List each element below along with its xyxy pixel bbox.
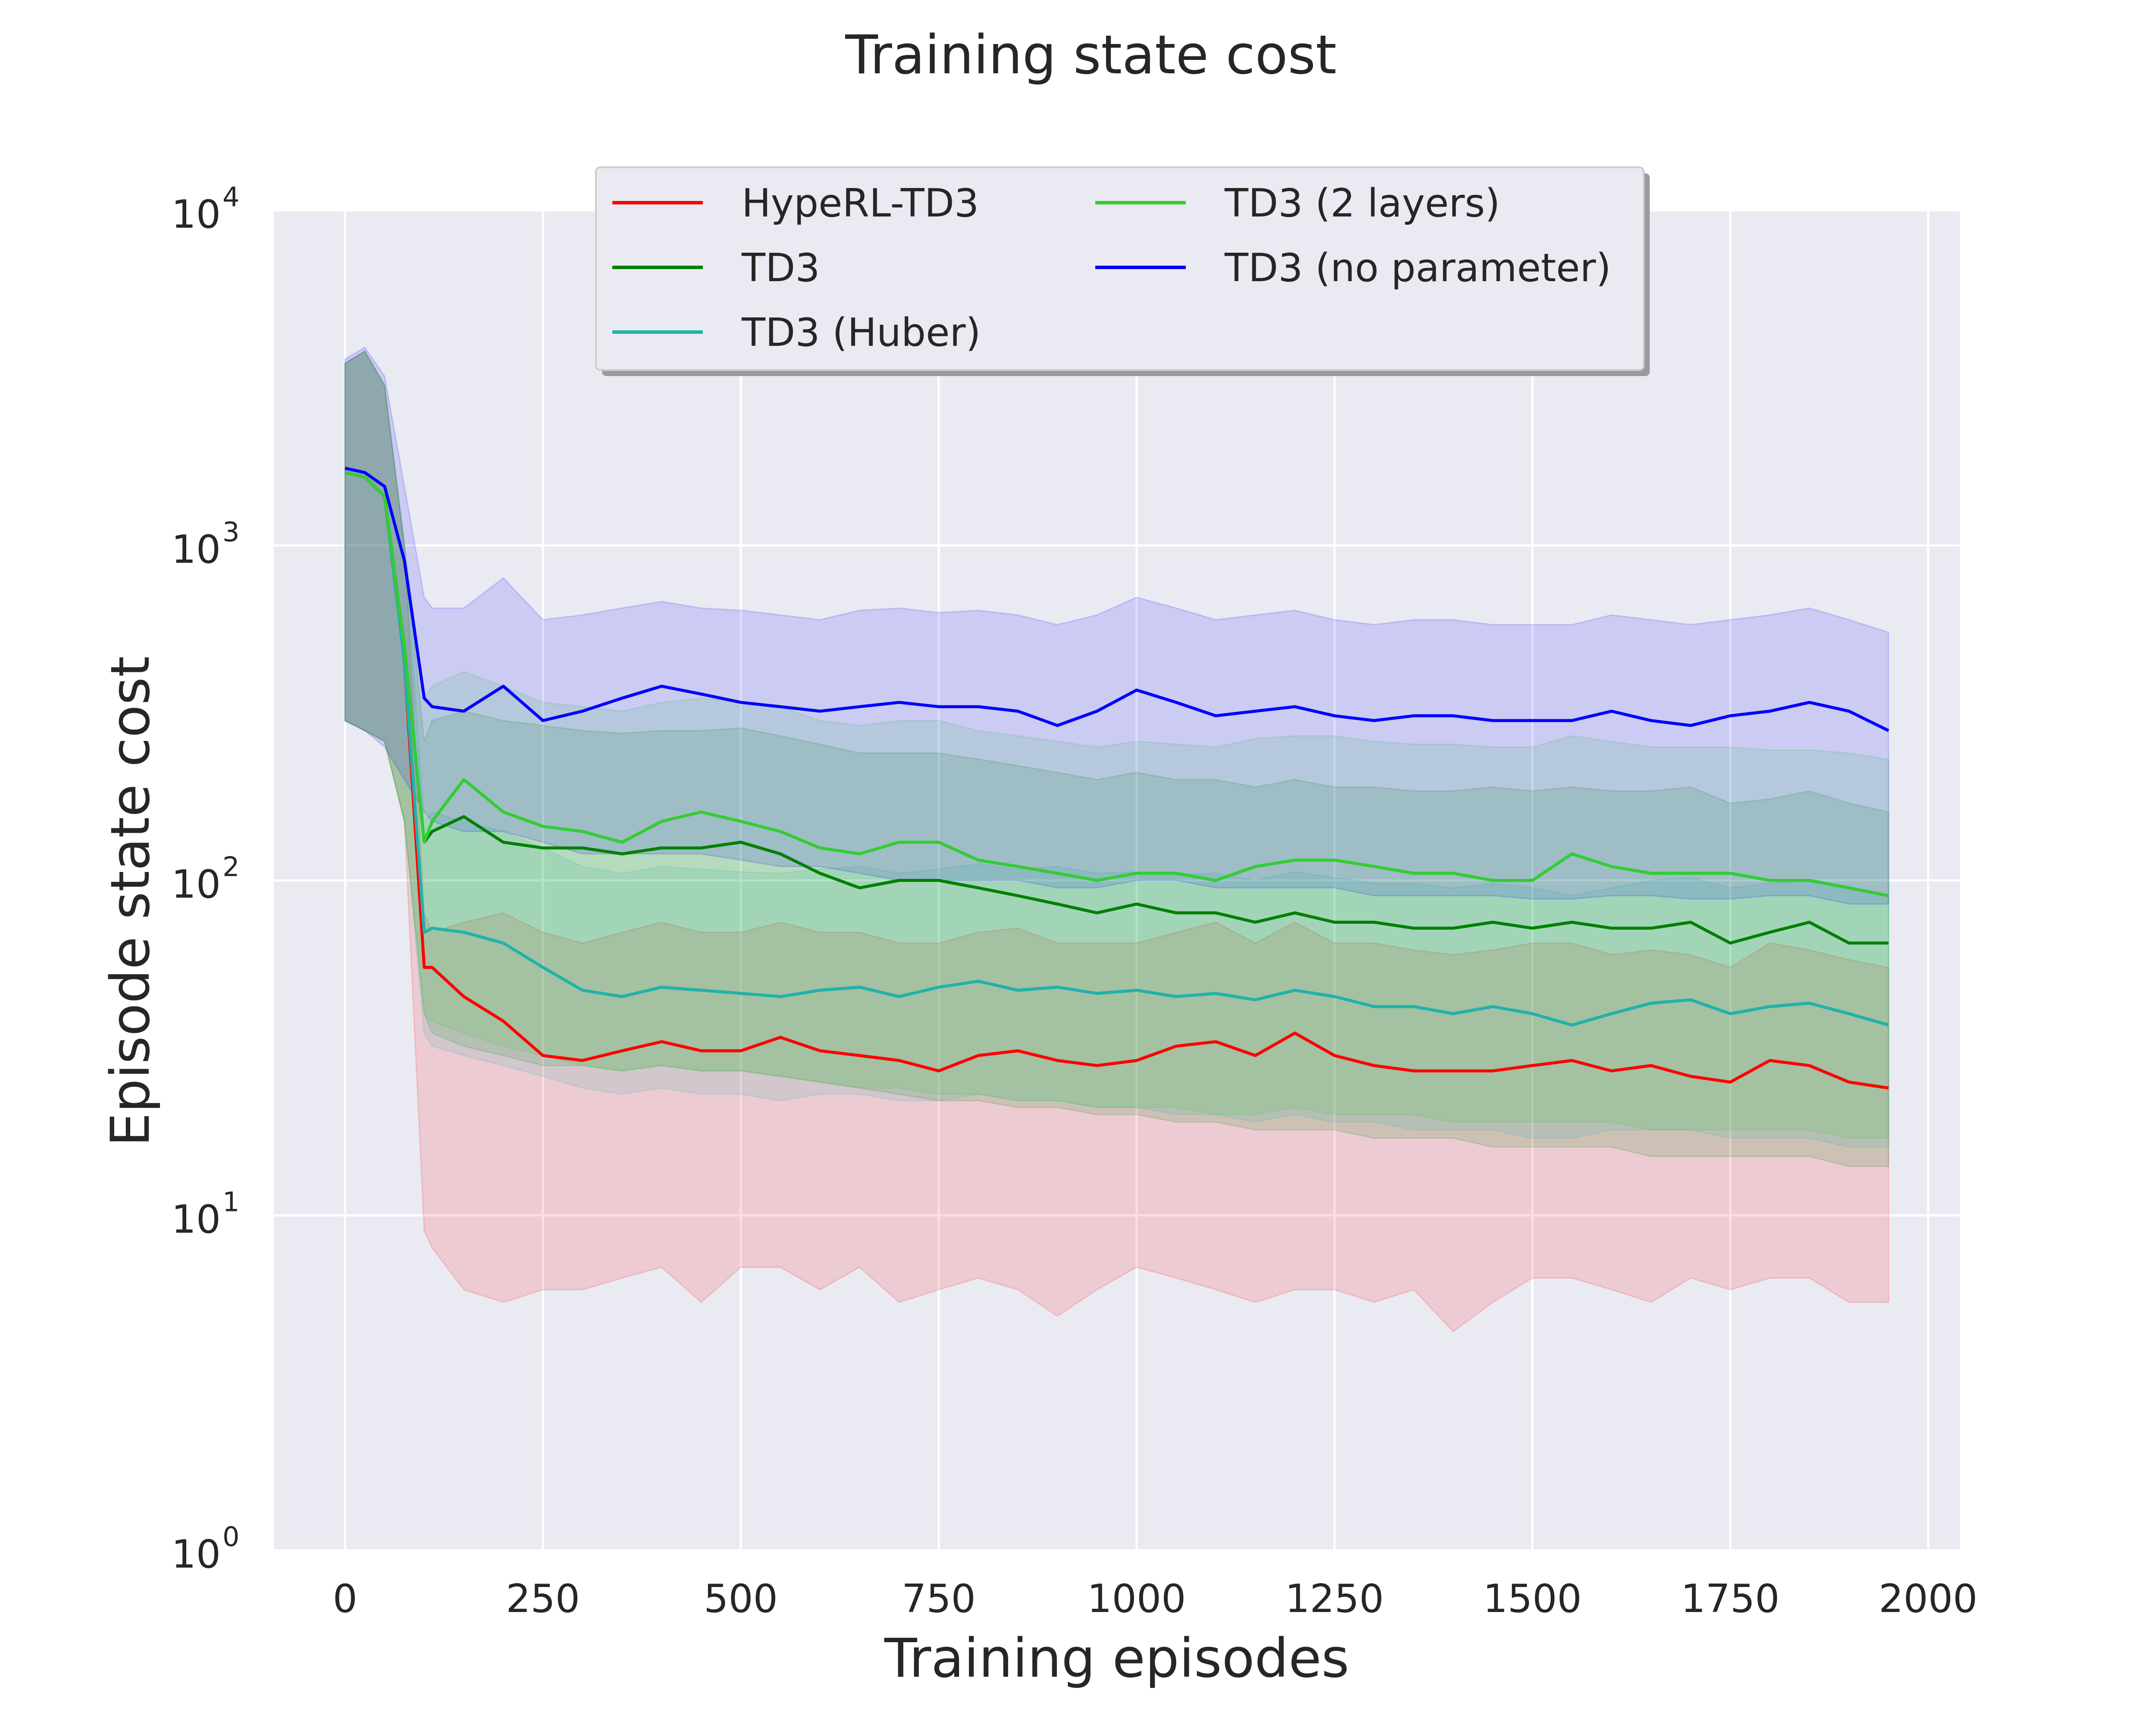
y-tick-label: 10 [171, 192, 221, 237]
series-line [345, 471, 1889, 945]
legend-label: TD3 [741, 245, 820, 291]
confidence-band [344, 350, 1890, 1333]
series-line [345, 471, 1889, 897]
y-tick-exponent: 0 [222, 1521, 239, 1552]
y-tick-label: 10 [171, 527, 221, 572]
x-tick-label: 0 [333, 1576, 357, 1622]
x-tick-label: 750 [902, 1576, 976, 1622]
y-tick-label: 10 [171, 1532, 221, 1577]
x-tick-label: 1750 [1681, 1576, 1780, 1622]
legend-label: TD3 (no parameter) [1224, 245, 1611, 291]
y-tick-exponent: 3 [222, 516, 239, 548]
x-tick-label: 1500 [1483, 1576, 1582, 1622]
y-tick-exponent: 2 [222, 851, 239, 883]
x-tick-label: 1250 [1285, 1576, 1384, 1622]
chart-title: Training state cost [845, 24, 1337, 86]
confidence-band [344, 350, 1890, 1148]
y-tick-exponent: 4 [222, 181, 239, 213]
x-axis-label: Training episodes [884, 1628, 1349, 1690]
series-line [345, 467, 1890, 732]
x-tick-label: 250 [506, 1576, 580, 1622]
legend-label: HypeRL-TD3 [742, 181, 979, 226]
confidence-band [344, 350, 1890, 1167]
series-line [345, 471, 1889, 1027]
y-tick-label: 10 [171, 1197, 221, 1242]
confidence-bands [344, 346, 1890, 1333]
y-tick-label: 10 [171, 862, 221, 907]
legend-label: TD3 (2 layers) [1224, 181, 1500, 226]
confidence-band [344, 350, 1890, 1139]
x-tick-label: 1000 [1087, 1576, 1186, 1622]
legend-label: TD3 (Huber) [741, 310, 981, 355]
x-tick-label: 2000 [1879, 1576, 1977, 1622]
series-lines [345, 467, 1890, 1090]
series-line [345, 471, 1889, 1090]
x-tick-labels: 0 250 500 750 1000 1250 1500 1750 2000 [333, 1576, 1978, 1622]
confidence-band [344, 346, 1890, 905]
legend: HypeRL-TD3 TD3 TD3 (Huber) TD3 (2 layers) TD… [595, 166, 1650, 376]
y-tick-exponent: 1 [222, 1186, 239, 1217]
x-tick-label: 500 [704, 1576, 778, 1622]
y-axis-label: Episode state cost [100, 656, 162, 1146]
